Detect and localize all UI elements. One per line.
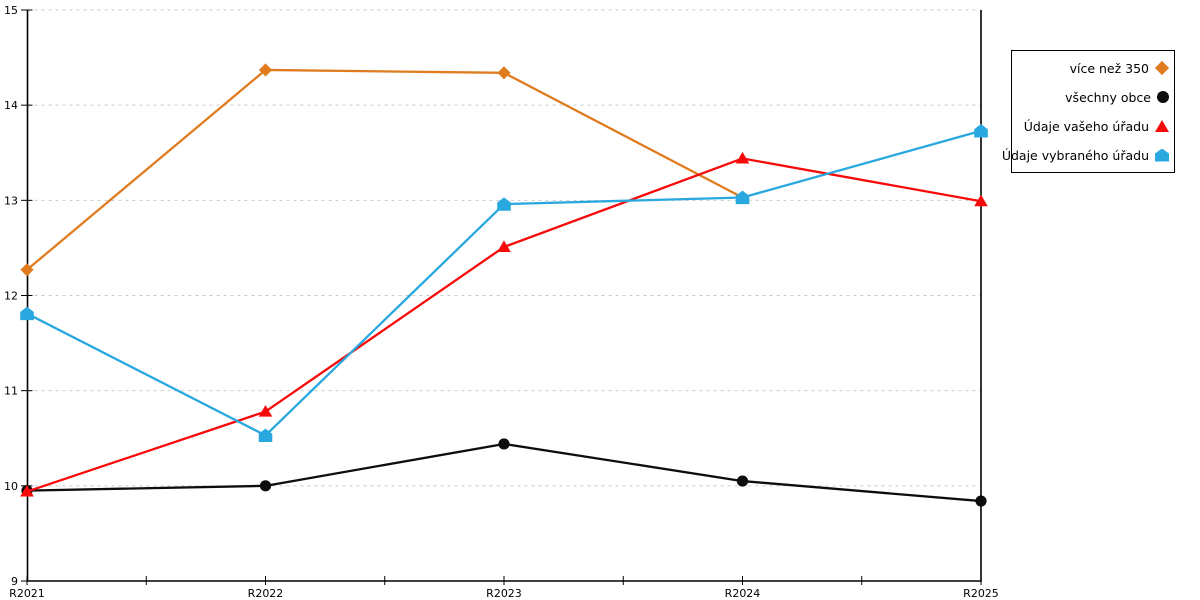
pentagon-marker-icon — [1155, 148, 1169, 162]
y-tick-label: 9 — [11, 575, 18, 588]
data-point-circle — [259, 480, 272, 492]
data-point-triangle — [974, 194, 988, 207]
legend-label: všechny obce — [1065, 89, 1151, 105]
data-point-circle — [498, 438, 510, 450]
data-point-triangle — [20, 484, 34, 497]
legend-item: všechny obce — [1016, 83, 1169, 112]
y-tick-label: 10 — [4, 480, 18, 493]
y-tick-label: 15 — [4, 4, 18, 17]
series-line — [26, 442, 982, 503]
data-point-triangle — [497, 240, 511, 252]
legend-item: více než 350 — [1016, 54, 1170, 83]
legend-label: více než 350 — [1069, 60, 1149, 76]
series-line — [26, 68, 744, 271]
x-tick-label: R2023 — [486, 587, 522, 600]
data-point-diamond — [497, 66, 511, 80]
data-point-circle — [736, 475, 749, 487]
y-tick-label: 14 — [4, 99, 18, 112]
legend-label: Údaje vybraného úřadu — [1001, 147, 1149, 163]
data-point-diamond — [258, 63, 273, 77]
data-point-pentagon — [974, 124, 988, 138]
x-tick-label: R2024 — [725, 587, 761, 600]
y-tick-label: 11 — [4, 385, 18, 398]
data-point-pentagon — [735, 190, 750, 205]
data-point-pentagon — [258, 428, 273, 442]
legend: více než 350 všechny obce Údaje vašeho ú… — [1002, 50, 1175, 173]
data-point-triangle — [735, 151, 750, 164]
data-point-pentagon — [20, 306, 34, 321]
data-point-triangle — [258, 405, 273, 417]
x-tick-label: R2022 — [248, 587, 284, 600]
x-tick-label: R2021 — [9, 587, 45, 600]
diamond-marker-icon — [1154, 60, 1170, 76]
x-tick-label: R2025 — [963, 587, 999, 600]
legend-label: Údaje vašeho úřadu — [1023, 118, 1149, 134]
circle-marker-icon — [1157, 91, 1169, 103]
legend-item: Údaje vašeho úřadu — [1016, 112, 1169, 141]
data-point-pentagon — [497, 197, 511, 211]
legend-item: Údaje vybraného úřadu — [1002, 141, 1169, 170]
data-point-diamond — [20, 263, 34, 277]
triangle-marker-icon — [1155, 120, 1169, 132]
y-tick-label: 12 — [4, 290, 18, 303]
y-tick-label: 13 — [4, 194, 18, 207]
data-point-circle — [975, 495, 987, 507]
